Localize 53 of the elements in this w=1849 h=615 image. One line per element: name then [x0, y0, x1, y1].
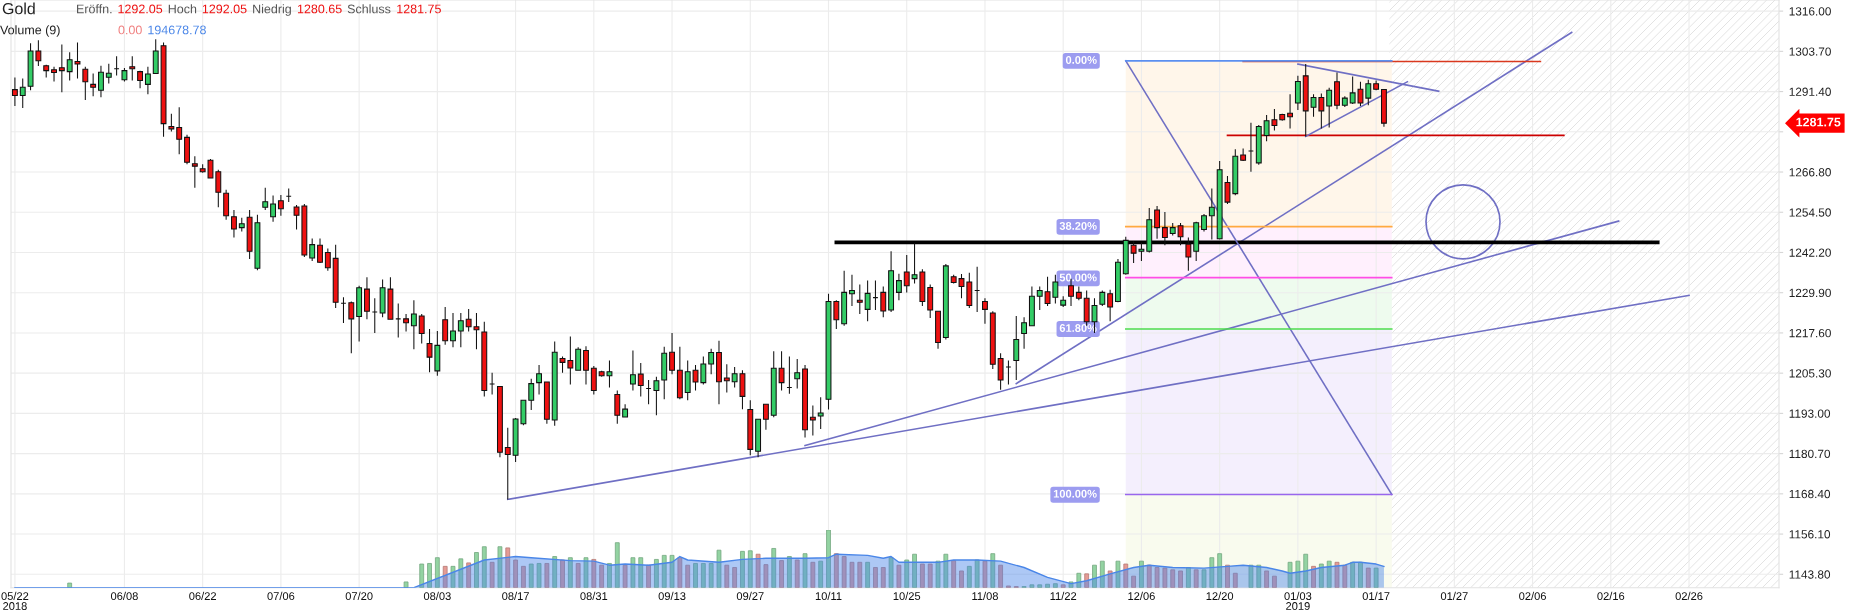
x-tick-label: 01/17 [1362, 591, 1390, 601]
annotation: Eröffn. [77, 4, 112, 14]
x-tick-label: 02/26 [1675, 591, 1703, 601]
text: 1281.75 [1796, 117, 1841, 127]
x-tick-label: 12/06 [1128, 591, 1155, 601]
x-tick-label: 02/06 [1519, 591, 1546, 601]
x-tick-label: 06/08 [110, 591, 138, 601]
x-tick-label: 10/11 [815, 591, 842, 601]
annotation: 194678.78 [148, 25, 206, 35]
x-tick-label: 08/17 [502, 591, 529, 601]
x-tick-label: 05/22 2018 [1, 591, 29, 610]
y-tick-label: 1242.20 [1789, 248, 1831, 257]
x-tick-label: 11/22 [1050, 591, 1077, 601]
x-tick-label: 01/27 [1440, 591, 1468, 601]
y-tick-label: 1254.50 [1789, 208, 1831, 217]
x-tick-label: 08/31 [580, 591, 608, 601]
annotation: 0.00% [1065, 56, 1097, 64]
y-tick-label: 1303.70 [1789, 47, 1831, 56]
chart-title: Volume (9) [0, 25, 60, 37]
x-tick-label: 07/06 [267, 591, 295, 601]
annotation: 100.00% [1053, 489, 1097, 498]
x-tick-label: 01/03 2019 [1284, 591, 1312, 610]
x-tick-label: 07/20 [345, 591, 373, 601]
y-tick-label: 1180.70 [1789, 449, 1831, 459]
x-tick-label: 09/13 [658, 591, 686, 601]
y-tick-label: 1316.00 [1789, 7, 1831, 16]
y-tick-label: 1266.80 [1789, 168, 1831, 177]
annotation: 1280.65 [297, 4, 342, 14]
annotation: 1292.05 [202, 4, 247, 14]
x-tick-label: 02/16 [1597, 591, 1625, 601]
annotation: 38.20% [1059, 222, 1097, 230]
y-tick-label: 1205.30 [1789, 369, 1831, 378]
annotation: Schluss [347, 4, 391, 14]
x-tick-label: 10/25 [893, 591, 921, 601]
y-tick-label: 1193.00 [1789, 409, 1831, 418]
annotation: 0.00 [118, 25, 142, 35]
x-tick-label: 12/20 [1206, 591, 1234, 601]
annotation: Hoch [168, 4, 197, 14]
x-tick-label: 08/03 [423, 591, 451, 601]
y-tick-label: 1217.60 [1789, 328, 1831, 338]
chart-title: Gold [2, 2, 35, 15]
x-tick-label: 11/08 [972, 591, 998, 601]
annotation: 1281.75 [397, 4, 441, 14]
annotation: 50.00% [1059, 273, 1097, 282]
y-tick-label: 1291.40 [1789, 87, 1831, 96]
x-tick-label: 09/27 [736, 591, 764, 601]
y-tick-label: 1156.10 [1789, 530, 1831, 539]
x-tick-label: 06/22 [189, 591, 217, 601]
annotation: Niedrig [253, 4, 291, 16]
y-tick-label: 1143.80 [1789, 570, 1831, 579]
annotation: 1292.05 [118, 4, 163, 14]
y-tick-label: 1168.40 [1789, 489, 1831, 499]
y-tick-label: 1229.90 [1789, 288, 1831, 298]
